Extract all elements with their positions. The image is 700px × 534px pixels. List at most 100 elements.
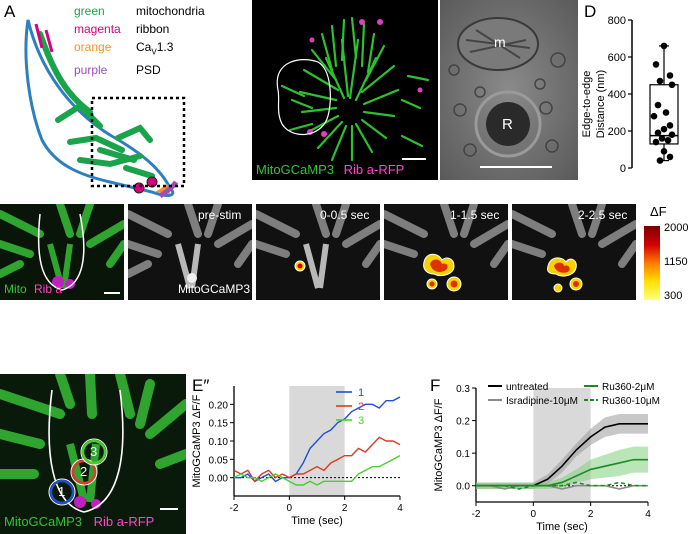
scale-bar — [402, 158, 426, 160]
legend-entry-untreated: untreated — [506, 382, 548, 393]
frame-label-prestim: pre-stim — [198, 208, 242, 222]
legend-row-purple: purple PSD — [74, 63, 161, 78]
psd-shape — [158, 180, 179, 199]
xtick-label: -2 — [230, 503, 239, 514]
panel-label-e-double-prime: E″ — [192, 376, 210, 395]
colorbar-tick-2000: 2000 — [664, 222, 689, 234]
roi-label-1: 1 — [58, 484, 66, 499]
d-point — [654, 101, 662, 109]
d-point — [666, 72, 674, 79]
series-line-2 — [233, 436, 401, 483]
series-line-1 — [234, 396, 401, 483]
d-point — [664, 136, 672, 144]
xtick-label: 2 — [588, 509, 594, 520]
panel-c-em-image: m R — [440, 0, 578, 180]
x-axis-label: Time (sec) — [536, 521, 588, 533]
frame-label-0-0_5: 0-0.5 sec — [320, 208, 370, 222]
legend-a: green mitochondria magenta ribbon orange Ca… — [74, 2, 252, 79]
panel-e-frame-0-0_5: 0-0.5 sec — [256, 204, 380, 300]
d-point — [652, 61, 660, 68]
d-ylabel: Edge-to-edge Distance (nm) — [581, 70, 607, 138]
d-point — [666, 122, 674, 129]
mitochondria-shapes — [37, 31, 155, 179]
legend-entry-Ru360-2μM: Ru360-2μM — [602, 382, 654, 393]
cell-outline — [24, 19, 175, 197]
ytick-label: 0.1 — [456, 449, 470, 460]
d-point — [666, 153, 674, 161]
label-mitogcamp3-eprime: MitoGCaMP3 — [4, 514, 83, 529]
d-ytick-label: 400 — [608, 89, 626, 101]
series-error-band — [476, 414, 648, 489]
d-ylabel-line1: Edge-to-edge — [581, 71, 593, 138]
legend-entry-Isradipine-10μM: Isradipine-10μM — [506, 396, 578, 407]
d-point — [668, 131, 676, 138]
d-point — [660, 125, 668, 133]
xtick-label: 0 — [287, 503, 293, 514]
frame-bottom-label: MitoGCaMP3 — [178, 282, 251, 296]
legend-row-orange: orange CaV1.3 — [74, 40, 174, 57]
ytick-label: 0.20 — [209, 400, 229, 411]
panel-b-image: MitoGCaMP3 Rib a-RFP — [252, 0, 438, 180]
label-rib-b: Rib a-RFP — [343, 162, 405, 177]
roi-label-2: 2 — [80, 464, 88, 479]
panel-e-prime-image: 1 2 3 MitoGCaMP3 Rib a-RFP — [0, 374, 186, 534]
label-rib-e: Rib a — [34, 282, 63, 296]
xtick-label: 4 — [397, 503, 403, 514]
colorbar-tick-300: 300 — [664, 290, 683, 302]
label-r: R — [502, 116, 513, 133]
legend-entry-Ru360-10μM: Ru360-10μM — [602, 396, 660, 407]
panel-label-d: D — [584, 2, 597, 21]
legend-row-green: green mitochondria — [74, 4, 205, 18]
cell-outline-b — [276, 59, 331, 136]
legend-entry-2: 2 — [358, 401, 364, 413]
label-mito-e: Mito — [4, 282, 27, 296]
panel-e-frame-prestim: pre-stim MitoGCaMP3 — [128, 204, 252, 300]
ribbon-mark-top — [34, 23, 54, 53]
y-axis-label: MitoGCaMP3 ΔF/F — [433, 398, 445, 491]
d-point — [668, 81, 676, 89]
d-point — [656, 77, 664, 85]
ytick-label: 0.00 — [209, 474, 229, 485]
colorbar-gradient — [644, 226, 660, 300]
ytick-label: 0.3 — [456, 384, 470, 395]
legend-entry-3: 3 — [358, 415, 364, 427]
frame-label-2-2_5: 2-2.5 sec — [578, 208, 628, 222]
panel-e-mito-image: Mito Rib a — [0, 204, 124, 300]
panel-label-f: F — [430, 376, 441, 395]
d-point — [654, 129, 662, 137]
d-point — [660, 148, 668, 155]
label-rib-eprime: Rib a-RFP — [93, 514, 155, 529]
legend-entry-1: 1 — [358, 387, 364, 399]
colorbar-title: ΔF — [650, 204, 667, 219]
xtick-label: 4 — [645, 509, 651, 520]
scale-bar-c — [480, 166, 552, 168]
x-axis-label: Time (sec) — [291, 515, 343, 527]
xtick-label: 0 — [531, 509, 537, 520]
d-point — [662, 109, 670, 116]
d-box-iqr — [649, 84, 679, 145]
ytick-label: 0.0 — [456, 482, 470, 493]
panel-e-frame-2-2_5: 2-2.5 sec — [512, 204, 636, 300]
xtick-label: -2 — [472, 509, 481, 520]
d-ytick-label: 600 — [608, 52, 626, 64]
ytick-label: 0.15 — [209, 419, 229, 430]
colorbar-tick-1150: 1150 — [664, 256, 688, 268]
ribbon-dot — [133, 182, 145, 194]
series-line-3 — [233, 455, 401, 486]
ytick-label: 0.10 — [209, 437, 229, 448]
d-ylabel-line2: Distance (nm) — [595, 70, 607, 138]
label-m: m — [494, 34, 506, 50]
panel-label-a: A — [4, 2, 16, 21]
label-mitogcamp3-b: MitoGCaMP3 — [256, 162, 335, 177]
chart-d: Edge-to-edge Distance (nm) 0 200 400 600 800 — [581, 15, 679, 175]
d-point — [652, 138, 660, 146]
chart-f: 0.0 0.1 0.2 0.3 -2 0 2 4 Time (sec) MitoGCaMP3 ΔF… — [433, 382, 660, 533]
chart-e-double-prime: 0.00 0.05 0.10 0.15 0.20 -2 0 2 4 Time (sec) MitoG… — [191, 386, 403, 527]
frame-label-1-1_5: 1-1.5 sec — [450, 208, 500, 222]
d-ytick-label: 0 — [620, 163, 626, 175]
roi-label-3: 3 — [90, 444, 98, 459]
d-ytick-label: 800 — [608, 15, 626, 27]
y-axis-label: MitoGCaMP3 ΔF/F — [191, 394, 203, 487]
series-error-band — [476, 446, 648, 489]
colorbar: ΔF 2000 1150 300 — [644, 204, 700, 304]
